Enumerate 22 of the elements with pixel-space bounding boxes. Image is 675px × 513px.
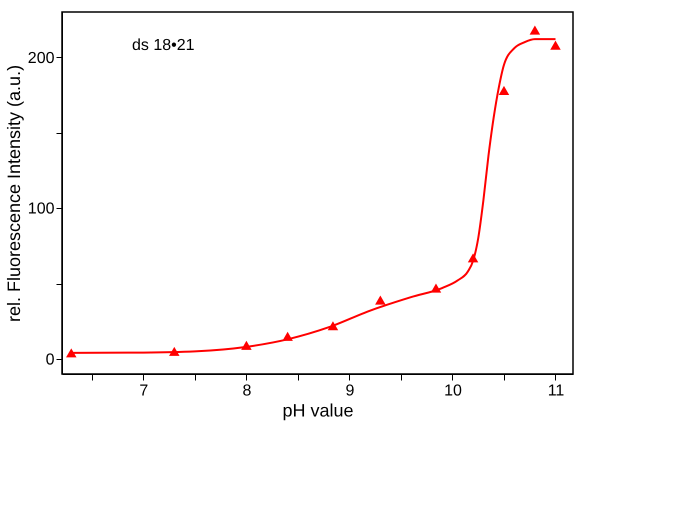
annotation: ds 18•21 <box>132 37 195 54</box>
x-tick-label: 10 <box>444 382 462 400</box>
y-axis-title: rel. Fluorescence Intensity (a.u.) <box>4 64 24 322</box>
point <box>375 296 386 305</box>
y-tick-label: 100 <box>28 200 55 218</box>
point <box>282 332 293 341</box>
point <box>550 40 561 50</box>
x-tick-label: 8 <box>242 382 252 400</box>
x-tick-label: 7 <box>139 382 148 400</box>
y-tick-label: 200 <box>28 50 55 67</box>
point <box>530 26 540 35</box>
point <box>66 348 77 358</box>
point <box>498 86 510 95</box>
point <box>468 253 478 262</box>
point <box>169 346 180 356</box>
point <box>430 283 442 293</box>
point <box>328 321 338 330</box>
x-axis-title: pH value <box>282 400 354 420</box>
y-tick-label: 0 <box>46 351 55 368</box>
point <box>241 340 252 350</box>
x-tick-label: 11 <box>548 382 564 400</box>
x-tick-label: 9 <box>345 382 354 400</box>
